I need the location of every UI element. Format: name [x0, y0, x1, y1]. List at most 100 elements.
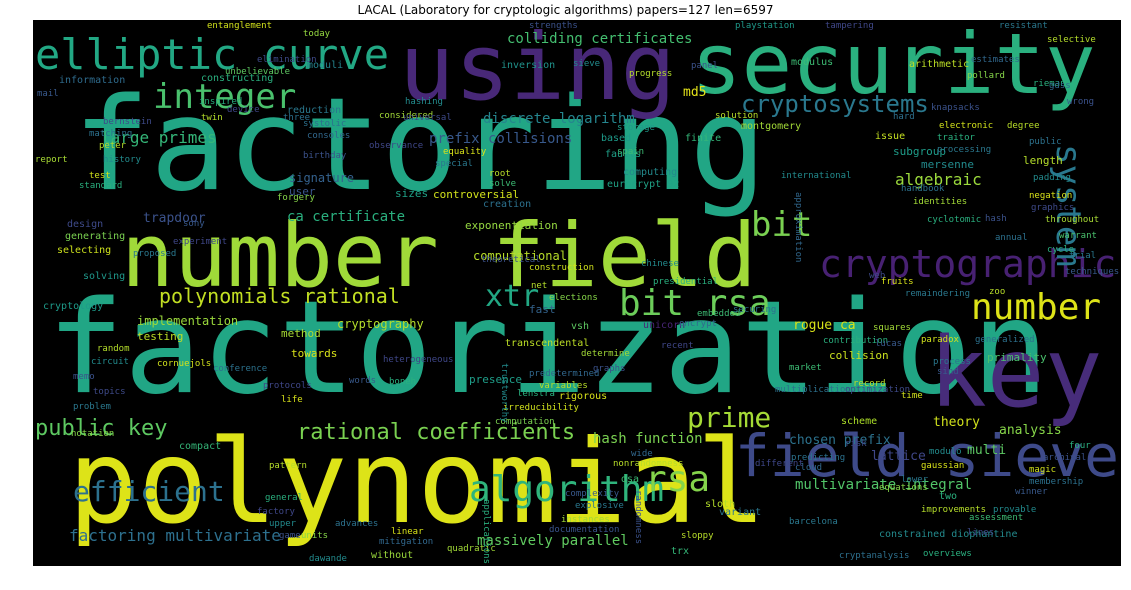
word-units: units: [301, 531, 329, 541]
word-life: life: [281, 395, 303, 405]
word-rogue-ca: rogue ca: [793, 318, 856, 333]
word-risk: risk: [845, 439, 867, 449]
word-primality: primality: [987, 351, 1047, 364]
word-winner: winner: [1015, 487, 1048, 497]
word-device: device: [227, 105, 260, 115]
word-complexity: complexity: [565, 489, 620, 499]
word-cryptanalysis: cryptanalysis: [839, 551, 910, 561]
word-experiment: experiment: [173, 237, 228, 247]
word-documentation: documentation: [549, 525, 620, 535]
word-scheme: scheme: [841, 416, 878, 427]
word-cryptographic: cryptographic: [819, 242, 1117, 286]
word-systolic: systolic: [303, 119, 347, 129]
word-montgomery: montgomery: [741, 121, 802, 132]
word-applications: applications: [481, 498, 491, 564]
word-matching: matching: [89, 129, 133, 139]
word-panel: panel: [691, 61, 719, 71]
word-prefix-collisions: prefix collisions: [429, 131, 573, 147]
word-theoretical: theoretical: [481, 255, 541, 265]
word-analysis: analysis: [999, 423, 1062, 438]
word-handbook: handbook: [901, 184, 945, 194]
word-forgery: forgery: [277, 193, 315, 203]
word-reduction: reduction: [287, 105, 342, 116]
word-field-sieve: field sieve: [734, 422, 1119, 490]
word-two: two: [939, 491, 958, 502]
word-record: record: [853, 379, 886, 389]
word-selecting: selecting: [57, 245, 112, 256]
word-randomness: randomness: [633, 490, 643, 545]
word-constructing: constructing: [201, 73, 274, 84]
word-web: web: [869, 271, 886, 281]
word-graphs: graphs: [593, 364, 626, 374]
word-eurocrypt-92: eurocrypt 92: [607, 179, 680, 190]
word-processing: processing: [937, 145, 992, 155]
word-presence: presence: [469, 373, 522, 386]
word-sloth: sloth: [705, 499, 736, 510]
word-storage: storage: [617, 123, 655, 133]
word-standard: standard: [79, 181, 123, 191]
word-finite: finite: [685, 133, 722, 144]
word-cryptography: cryptography: [337, 317, 424, 331]
word-resistant: resistant: [999, 21, 1048, 31]
word-peter: peter: [99, 141, 127, 151]
word-factory: factory: [257, 507, 295, 517]
word-discrete-logarithm: discrete logarithm: [483, 111, 635, 127]
word-polynomials-rational: polynomials rational: [159, 284, 400, 308]
word-magic: magic: [1029, 465, 1057, 475]
word-rigorous: rigorous: [559, 391, 608, 402]
word-massively-parallel: massively parallel: [477, 533, 629, 549]
word-rational-coefficients: rational coefficients: [297, 420, 576, 445]
word-number-field: number field: [121, 204, 757, 307]
word-mitigation: mitigation: [379, 537, 434, 547]
word-trial: trial: [1069, 251, 1097, 261]
word-predetermined: predetermined: [529, 369, 600, 379]
word-algebraic: algebraic: [895, 170, 982, 189]
word-controversial: controversial: [433, 188, 520, 201]
word-information: information: [59, 75, 126, 86]
word-heterogeneous: heterogeneous: [383, 355, 454, 365]
word-market: market: [789, 363, 822, 373]
word-traitor: traitor: [937, 133, 975, 143]
word-provable: provable: [993, 505, 1037, 515]
word-remaindering: remaindering: [905, 289, 971, 299]
word-bit: bit: [751, 205, 813, 245]
word-compact: compact: [179, 441, 222, 452]
word-lucas: lucas: [875, 339, 903, 349]
word-three: three: [283, 113, 311, 123]
word-archival: archival: [1043, 453, 1087, 463]
word-birthday: birthday: [303, 151, 347, 161]
word-overviews: overviews: [923, 549, 972, 559]
word-towards: towards: [291, 347, 338, 360]
word-process: process: [933, 357, 971, 367]
word-dsa: dsa: [621, 474, 640, 485]
word-history: history: [103, 155, 141, 165]
word-hash-function: hash function: [593, 431, 703, 447]
word-zoo: zoo: [989, 287, 1006, 297]
word-observance: observance: [369, 141, 424, 151]
word-variables: variables: [539, 381, 588, 391]
word-spain: spain: [617, 147, 645, 157]
word-paradox: paradox: [921, 335, 959, 345]
word-universal: universal: [403, 113, 452, 123]
word-multiplication: multiplication: [775, 385, 851, 395]
word-factorization: factorization: [47, 274, 1049, 423]
word-security: security: [691, 20, 1096, 113]
word-using: using: [399, 20, 676, 121]
word-efficient: efficient: [73, 475, 225, 508]
word-optimization: optimization: [845, 385, 911, 395]
word-length: length: [1023, 154, 1063, 167]
word-progress: progress: [629, 69, 673, 79]
word-solving: solving: [83, 271, 126, 282]
word-graphics: graphics: [1031, 203, 1075, 213]
word-quadratic: quadratic: [447, 544, 496, 554]
word-subgroup: subgroup: [893, 145, 946, 158]
word-game: game: [279, 531, 301, 541]
word-special: special: [435, 159, 473, 169]
word-electronic: electronic: [939, 121, 994, 131]
word-different: different: [755, 459, 804, 469]
word-fast: fast: [529, 303, 556, 316]
word-playstation: playstation: [735, 21, 795, 31]
word-squares: squares: [873, 323, 911, 333]
word-pattern: pattern: [269, 461, 307, 471]
